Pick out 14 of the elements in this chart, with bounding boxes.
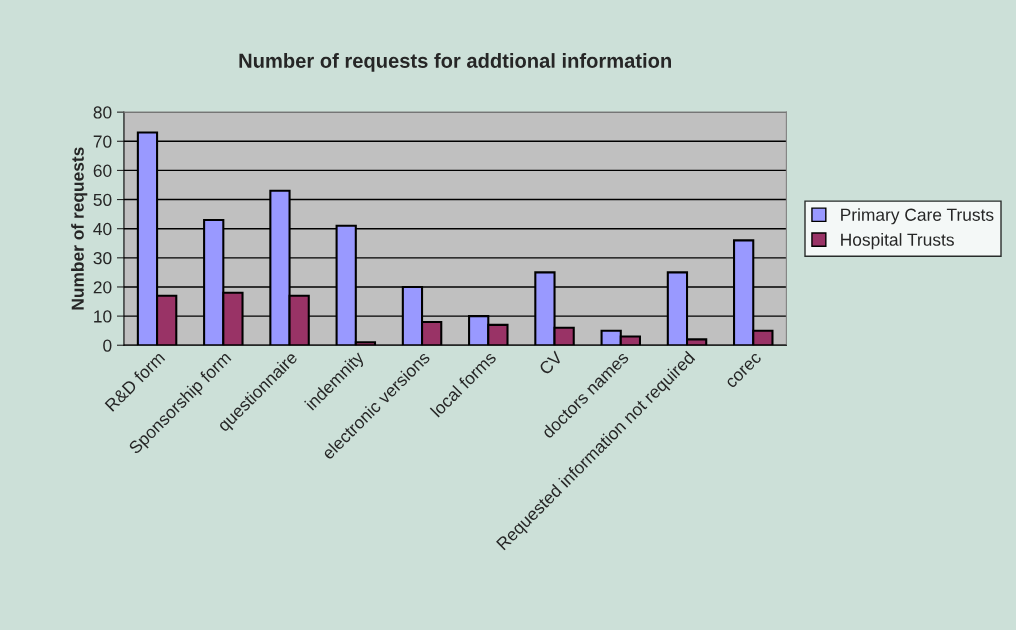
y-tick-label: 50 — [93, 193, 112, 207]
x-tick-label: CV — [538, 350, 564, 376]
chart-title: Number of requests for addtional information — [239, 53, 671, 72]
y-tick-label: 80 — [93, 106, 112, 119]
y-tick-label: 10 — [94, 310, 112, 323]
y-tick-label: 30 — [93, 252, 112, 265]
legend-label: Primary Care Trusts — [841, 208, 994, 225]
y-tick-label: 70 — [93, 135, 112, 148]
y-tick-label: 60 — [93, 164, 112, 177]
y-tick-label: 0 — [103, 339, 112, 352]
y-tick-label: 20 — [93, 281, 112, 294]
y-axis-title: Number of requests — [71, 147, 88, 310]
legend-label: Hospital Trusts — [841, 233, 954, 250]
y-tick-label: 40 — [93, 222, 112, 236]
